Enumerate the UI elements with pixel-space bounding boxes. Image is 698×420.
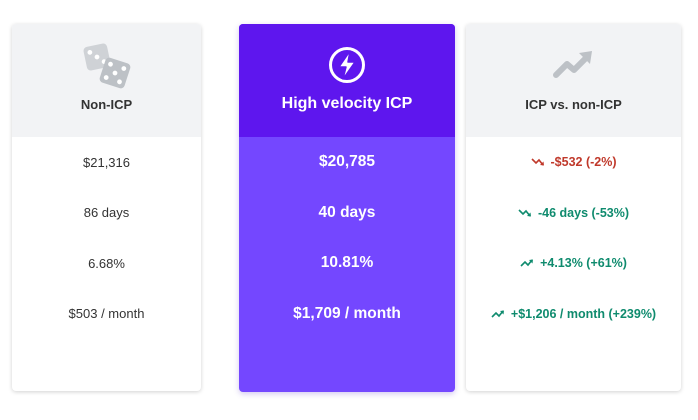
high-velocity-icp-header: High velocity ICP — [239, 24, 455, 137]
non-icp-win-rate: 6.68% — [88, 255, 125, 271]
trend-up-icon — [520, 258, 534, 268]
win-rate-delta-text: +4.13% (+61%) — [540, 256, 627, 271]
non-icp-cycle-length: 86 days — [83, 205, 130, 221]
cycle-length-delta-text: -46 days (-53%) — [537, 205, 629, 220]
trend-up-icon — [552, 41, 596, 89]
non-icp-header: Non-ICP — [12, 24, 201, 137]
trend-up-icon — [491, 309, 505, 319]
lightning-bolt-icon — [326, 41, 368, 89]
icp-cycle-length: 40 days — [318, 203, 376, 221]
non-icp-card: Non-ICP $21,316 86 days 6.68% $503 / mon… — [12, 24, 201, 391]
monthly-value-delta-text: +$1,206 / month (+239%) — [510, 306, 657, 321]
comparison-header: ICP vs. non-ICP — [466, 24, 681, 137]
dice-icon — [81, 41, 133, 89]
icp-monthly-value: $1,709 / month — [293, 304, 401, 322]
monthly-value-delta: +$1,206 / month (+239%) — [466, 289, 681, 340]
non-icp-deal-size: $21,316 — [83, 154, 130, 170]
non-icp-monthly-value: $503 / month — [68, 306, 145, 322]
deal-size-delta-text: -$532 (-2%) — [550, 155, 617, 170]
trend-down-icon — [530, 157, 545, 167]
icp-deal-size: $20,785 — [318, 153, 376, 171]
high-velocity-icp-card: High velocity ICP $20,785 40 days 10.81%… — [239, 24, 455, 392]
deal-size-delta: -$532 (-2%) — [466, 137, 681, 188]
cycle-length-delta: -46 days (-53%) — [466, 188, 681, 239]
non-icp-title: Non-ICP — [80, 97, 133, 112]
icp-win-rate: 10.81% — [320, 254, 374, 272]
comparison-title: ICP vs. non-ICP — [525, 97, 622, 112]
comparison-card: ICP vs. non-ICP -$532 (-2%) -46 days (-5… — [466, 24, 681, 391]
trend-down-icon — [518, 208, 532, 218]
win-rate-delta: +4.13% (+61%) — [466, 238, 681, 289]
high-velocity-icp-title: High velocity ICP — [281, 95, 413, 112]
